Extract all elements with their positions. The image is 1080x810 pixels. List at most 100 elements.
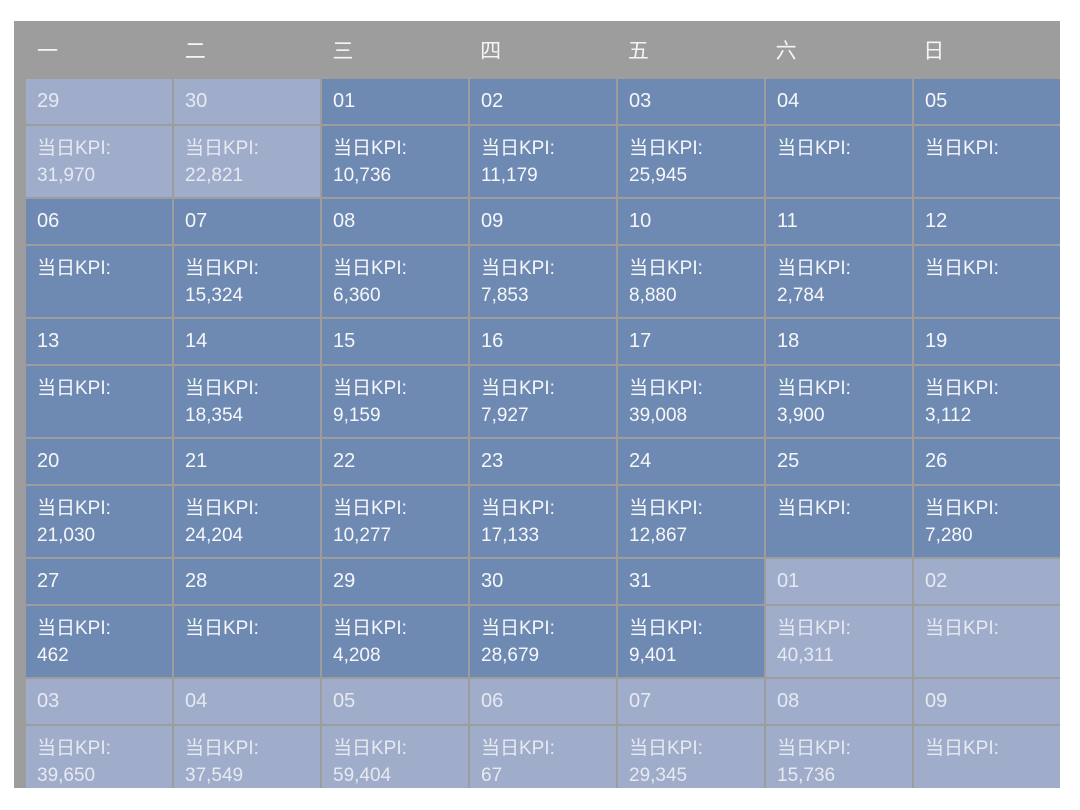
day-number-cell[interactable]: 28: [174, 559, 320, 604]
day-number: 01: [333, 90, 356, 112]
kpi-value: 29,345: [629, 765, 688, 786]
day-kpi-cell[interactable]: 当日KPI:: [914, 126, 1060, 197]
day-kpi-cell[interactable]: 当日KPI: 24,204: [174, 486, 320, 557]
day-number-cell[interactable]: 29: [322, 559, 468, 604]
day-kpi-cell[interactable]: 当日KPI: 40,311: [766, 606, 912, 677]
day-number-cell[interactable]: 27: [26, 559, 172, 604]
day-kpi-cell[interactable]: 当日KPI: 31,970: [26, 126, 172, 197]
day-number-cell[interactable]: 09: [470, 199, 616, 244]
day-number-cell[interactable]: 17: [618, 319, 764, 364]
kpi-value: 40,311: [777, 645, 834, 666]
day-number-cell[interactable]: 11: [766, 199, 912, 244]
day-number-cell[interactable]: 30: [174, 79, 320, 124]
day-number-cell[interactable]: 29: [26, 79, 172, 124]
day-kpi-cell[interactable]: 当日KPI: 25,945: [618, 126, 764, 197]
day-number-cell[interactable]: 25: [766, 439, 912, 484]
day-number-cell[interactable]: 03: [26, 679, 172, 724]
day-kpi-cell[interactable]: 当日KPI:: [914, 726, 1060, 788]
day-kpi-cell[interactable]: 当日KPI: 7,927: [470, 366, 616, 437]
day-number-cell[interactable]: 04: [174, 679, 320, 724]
day-number: 02: [481, 90, 504, 112]
day-number-cell[interactable]: 24: [618, 439, 764, 484]
day-number-cell[interactable]: 20: [26, 439, 172, 484]
day-number-cell[interactable]: 09: [914, 679, 1060, 724]
day-kpi-cell[interactable]: 当日KPI: 4,208: [322, 606, 468, 677]
day-kpi-cell[interactable]: 当日KPI: 59,404: [322, 726, 468, 788]
day-kpi-cell[interactable]: 当日KPI: 28,679: [470, 606, 616, 677]
day-kpi-cell[interactable]: 当日KPI: 11,179: [470, 126, 616, 197]
day-number-cell[interactable]: 01: [322, 79, 468, 124]
day-kpi-cell[interactable]: 当日KPI: 39,008: [618, 366, 764, 437]
day-number-cell[interactable]: 01: [766, 559, 912, 604]
day-number-cell[interactable]: 18: [766, 319, 912, 364]
weekday-label: 一: [37, 40, 59, 63]
day-kpi-cell[interactable]: 当日KPI: 6,360: [322, 246, 468, 317]
day-number-cell[interactable]: 05: [322, 679, 468, 724]
day-number: 11: [777, 210, 798, 232]
kpi-value: 17,133: [481, 525, 540, 546]
day-number-cell[interactable]: 10: [618, 199, 764, 244]
day-kpi-cell[interactable]: 当日KPI:: [26, 246, 172, 317]
day-number-cell[interactable]: 04: [766, 79, 912, 124]
day-kpi-cell[interactable]: 当日KPI: 8,880: [618, 246, 764, 317]
day-number-cell[interactable]: 07: [618, 679, 764, 724]
day-number-cell[interactable]: 15: [322, 319, 468, 364]
day-number-cell[interactable]: 26: [914, 439, 1060, 484]
day-number-cell[interactable]: 30: [470, 559, 616, 604]
day-kpi-cell[interactable]: 当日KPI: 29,345: [618, 726, 764, 788]
kpi-label: 当日KPI:: [333, 258, 407, 279]
kpi-label: 当日KPI:: [37, 738, 111, 759]
day-kpi-cell[interactable]: 当日KPI:: [914, 606, 1060, 677]
day-kpi-cell[interactable]: 当日KPI: 10,736: [322, 126, 468, 197]
day-number-cell[interactable]: 02: [470, 79, 616, 124]
day-number-cell[interactable]: 13: [26, 319, 172, 364]
day-kpi-cell[interactable]: 当日KPI: 10,277: [322, 486, 468, 557]
day-number-cell[interactable]: 07: [174, 199, 320, 244]
day-kpi-cell[interactable]: 当日KPI: 462: [26, 606, 172, 677]
day-kpi-cell[interactable]: 当日KPI: 9,401: [618, 606, 764, 677]
day-number-cell[interactable]: 22: [322, 439, 468, 484]
day-kpi-cell[interactable]: 当日KPI: 2,784: [766, 246, 912, 317]
day-number-cell[interactable]: 12: [914, 199, 1060, 244]
day-kpi-cell[interactable]: 当日KPI: 3,900: [766, 366, 912, 437]
day-number: 28: [185, 570, 208, 592]
day-kpi-cell[interactable]: 当日KPI: 39,650: [26, 726, 172, 788]
day-number-cell[interactable]: 06: [26, 199, 172, 244]
day-kpi-cell[interactable]: 当日KPI: 15,324: [174, 246, 320, 317]
day-number-cell[interactable]: 19: [914, 319, 1060, 364]
day-kpi-cell[interactable]: 当日KPI: 3,112: [914, 366, 1060, 437]
day-kpi-cell[interactable]: 当日KPI: 21,030: [26, 486, 172, 557]
day-kpi-cell[interactable]: 当日KPI: 9,159: [322, 366, 468, 437]
day-number-cell[interactable]: 14: [174, 319, 320, 364]
day-kpi-cell[interactable]: 当日KPI: 37,549: [174, 726, 320, 788]
day-number-cell[interactable]: 21: [174, 439, 320, 484]
day-number-cell[interactable]: 31: [618, 559, 764, 604]
day-number-cell[interactable]: 03: [618, 79, 764, 124]
day-kpi-cell[interactable]: 当日KPI:: [766, 126, 912, 197]
day-number: 09: [925, 690, 948, 712]
day-kpi-cell[interactable]: 当日KPI: 12,867: [618, 486, 764, 557]
day-kpi-cell[interactable]: 当日KPI:: [914, 246, 1060, 317]
kpi-value: 39,008: [629, 405, 688, 426]
day-kpi-cell[interactable]: 当日KPI:: [174, 606, 320, 677]
day-kpi-cell[interactable]: 当日KPI: 15,736: [766, 726, 912, 788]
weekday-label: 五: [627, 40, 650, 63]
day-number-cell[interactable]: 16: [470, 319, 616, 364]
day-number-cell[interactable]: 02: [914, 559, 1060, 604]
day-number-cell[interactable]: 08: [766, 679, 912, 724]
day-number-cell[interactable]: 05: [914, 79, 1060, 124]
day-number-cell[interactable]: 06: [470, 679, 616, 724]
day-kpi-cell[interactable]: 当日KPI: 7,853: [470, 246, 616, 317]
day-number-cell[interactable]: 08: [322, 199, 468, 244]
kpi-value: 37,549: [185, 765, 244, 786]
day-kpi-cell[interactable]: 当日KPI: 22,821: [174, 126, 320, 197]
day-kpi-cell[interactable]: 当日KPI: 7,280: [914, 486, 1060, 557]
day-number-cell[interactable]: 23: [470, 439, 616, 484]
day-kpi-cell[interactable]: 当日KPI: 67: [470, 726, 616, 788]
kpi-label: 当日KPI:: [777, 258, 851, 279]
day-kpi-cell[interactable]: 当日KPI: 18,354: [174, 366, 320, 437]
kpi-label: 当日KPI:: [333, 738, 407, 759]
day-kpi-cell[interactable]: 当日KPI:: [766, 486, 912, 557]
day-kpi-cell[interactable]: 当日KPI: 17,133: [470, 486, 616, 557]
day-kpi-cell[interactable]: 当日KPI:: [26, 366, 172, 437]
